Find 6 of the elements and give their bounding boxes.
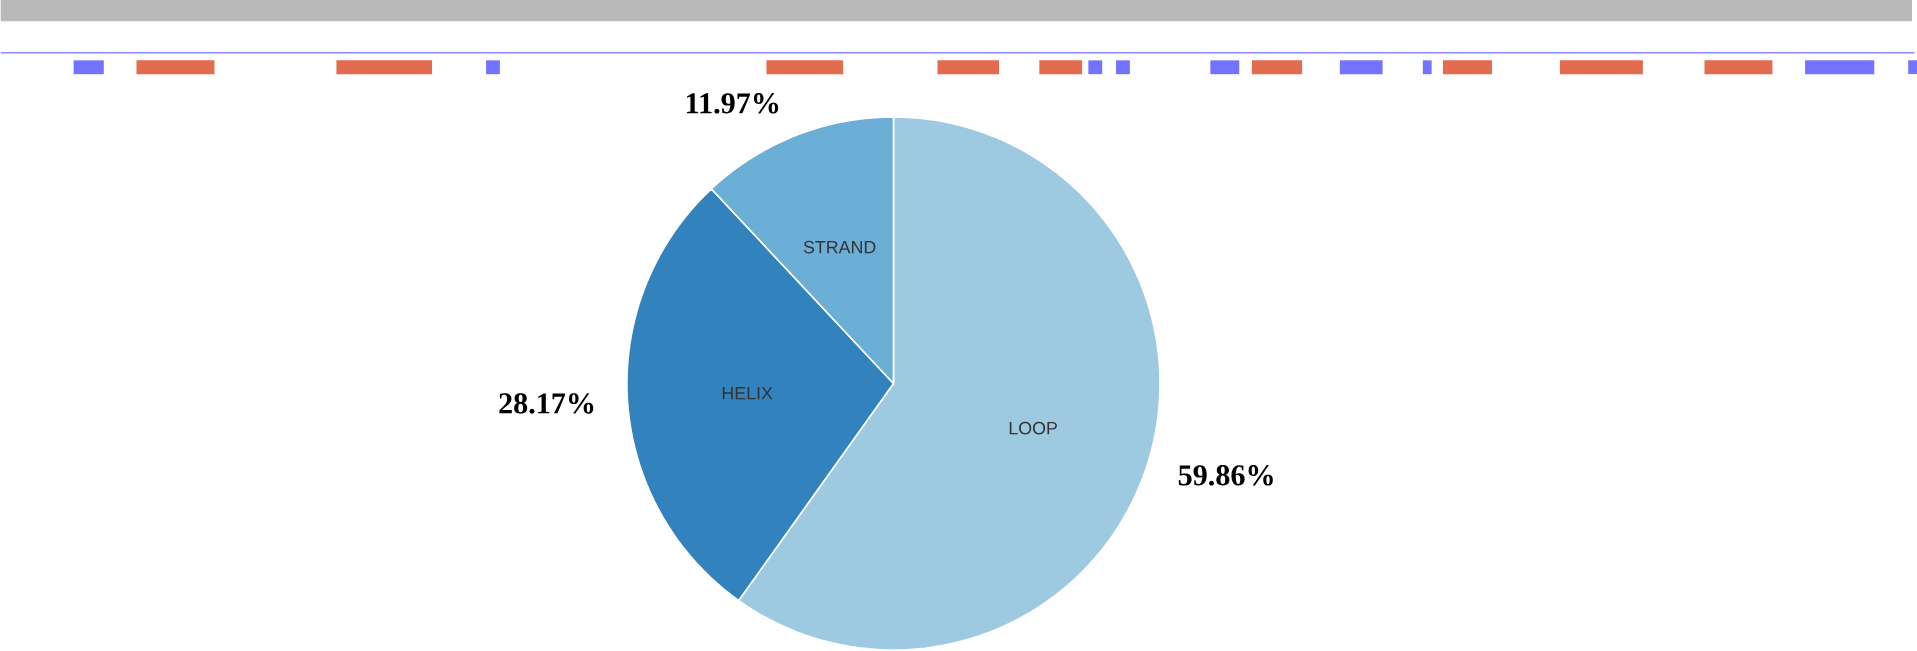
data-label: 28.17%	[499, 393, 594, 414]
data-label: 11.97%	[687, 93, 779, 114]
slice-label: STRAND	[803, 240, 876, 254]
data-label: 59.86%	[1178, 465, 1273, 486]
slice-label: LOOP	[1009, 421, 1057, 435]
slice-label: HELIX	[722, 387, 773, 400]
